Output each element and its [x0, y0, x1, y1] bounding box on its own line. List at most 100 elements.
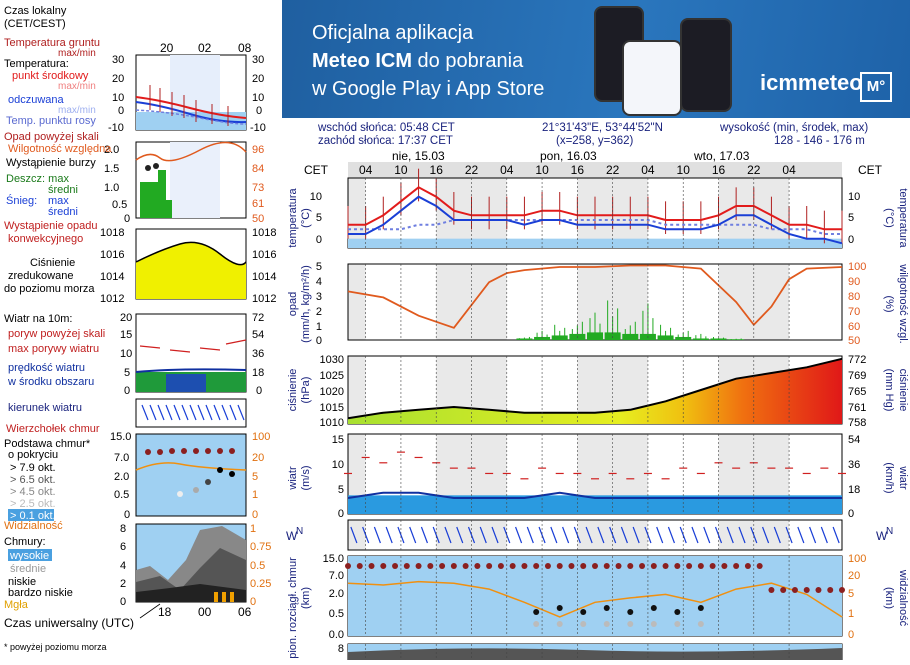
legend-rain-mean: średni: [48, 184, 78, 196]
legend-wind-dir: kierunek wiatru: [8, 402, 82, 414]
hour-label-12: 04: [782, 163, 796, 177]
legend-wind-kmh-18: 18: [252, 367, 264, 379]
legend-base-tick-05: 0.5: [114, 489, 129, 501]
hour-label-6: 16: [571, 163, 585, 177]
legend-press-tick-1014: 1014: [100, 271, 124, 283]
legend-vis-tick-5: 5: [252, 471, 258, 483]
wind-arrow-63: [714, 526, 723, 544]
legend-cloud-base: Podstawa chmur*: [4, 438, 91, 450]
legend-snow: Śnieg:: [6, 194, 37, 207]
legend-wind-tick-20: 20: [120, 312, 132, 324]
legend-ground-maxmin: max/min: [58, 48, 96, 59]
wind-arrow-25: [491, 526, 499, 544]
rain-tick-1: 1: [316, 321, 322, 333]
legend-press-tick-1016: 1016: [100, 249, 124, 261]
wind-kmh-title: wiatr: [897, 465, 909, 490]
low-cloud-dot-56: [674, 609, 681, 615]
wind-arrow-55: [667, 526, 676, 544]
pressure-panel: [347, 357, 843, 424]
mmhg-tick-761: 761: [848, 402, 866, 414]
wind-tick-10: 10: [332, 459, 344, 471]
vis-axis-title: widzialność: [897, 569, 909, 627]
wind-axis-unit: (m/s): [300, 465, 312, 490]
night-band-temp-0: [348, 178, 366, 248]
legend-temp-tick-20: 20: [112, 73, 124, 85]
rain-tick-3: 3: [316, 291, 322, 303]
cloud-base-dot-8: [392, 563, 399, 569]
low-cloud-dot-light-48: [627, 621, 634, 627]
legend-pressure-box: 1018 1016 1014 1012 1018 1016 1014 1012: [100, 227, 276, 305]
cloud-base-dot-0: [345, 563, 351, 569]
wind-arrow-5: [373, 526, 381, 544]
legend-cloud-frac-075: 0.75: [250, 541, 271, 553]
vis-axis-unit: (km): [883, 587, 895, 609]
rain-tick-4: 4: [316, 276, 322, 288]
height-values: 128 - 146 - 176 m: [774, 135, 865, 147]
hour-label-8: 04: [641, 163, 655, 177]
hum-tick-60: 60: [848, 321, 860, 333]
cloud-cover-panel: [348, 644, 842, 660]
cloud-base-dot-82: [827, 587, 834, 593]
temp-tick-10: 10: [310, 191, 322, 203]
temp-axis-title: temperatura: [287, 187, 299, 247]
low-cloud-dot-60: [697, 605, 704, 611]
low-cloud-dot-light-44: [603, 621, 610, 627]
low-cloud-dot-light-40: [580, 621, 587, 627]
press-tick-1030: 1030: [320, 354, 344, 366]
low-cloud-dot-light-60: [697, 621, 704, 627]
cloud-base-dot-24: [486, 563, 493, 569]
phone-image-2: [622, 40, 682, 116]
banner-line2-bold: Meteo ICM: [312, 50, 412, 72]
cloud-base-dot-34: [544, 563, 551, 569]
app-banner[interactable]: Oficjalna aplikacja Meteo ICM do pobrani…: [282, 0, 910, 118]
cloud-base-dots: [345, 563, 845, 627]
rain-mean-bar-8: [657, 335, 674, 340]
dir-n-right: N: [886, 526, 893, 537]
wind-kmh-54: 54: [848, 434, 860, 446]
cloud-base-dot-38: [568, 563, 575, 569]
rain-axis-title: opad: [287, 292, 299, 316]
legend-gust-over: poryw powyżej skali: [8, 328, 105, 340]
low-cloud-dot-48: [627, 609, 634, 615]
temp-tick-0: 0: [316, 234, 322, 246]
wind-tick-15: 15: [332, 434, 344, 446]
legend-maxmin2: max/min: [58, 105, 96, 116]
cloud-base-dot-52: [650, 563, 657, 569]
cloud-base-dot-36: [556, 563, 563, 569]
legend-cloud-frac-025: 0.25: [250, 578, 271, 590]
press-axis-title: ciśnienie: [287, 369, 299, 412]
legend-cloud-frac-0: 0: [250, 596, 256, 608]
coords-text: 21°31'43"E, 53°44'52"N: [542, 122, 663, 134]
cloud-base-dot-6: [380, 563, 387, 569]
legend-wind-kmh-54: 54: [252, 329, 264, 341]
press-tick-1020: 1020: [320, 386, 344, 398]
wind-arrow-33: [538, 526, 546, 544]
legend-okt3: > 4.5 okt.: [10, 486, 56, 498]
phone-image-3: [680, 18, 732, 112]
legend-temp-tick-0: 0: [118, 105, 124, 117]
wind-arrow-65: [726, 526, 734, 544]
wind-arrow-29: [514, 526, 523, 544]
legend-base-tick-2: 2.0: [114, 471, 129, 483]
legend-wind-tick-10: 10: [120, 348, 132, 360]
wind-arrow-37: [562, 526, 570, 544]
base-tick-05: 0.5: [329, 608, 344, 620]
cloud-base-bg: [348, 556, 842, 636]
wind-arrow-7: [385, 526, 393, 544]
legend-wind-kmh-36: 36: [252, 348, 264, 360]
cloud-base-dot-84: [839, 587, 845, 593]
hour-label-2: 16: [430, 163, 444, 177]
legend-rain-box: 2.0 1.5 1.0 0.5 0 96 84 73 61 50: [104, 141, 264, 225]
wind-arrow-27: [503, 526, 511, 544]
low-cloud-dot-52: [650, 605, 657, 611]
legend-press-tick-1018: 1018: [100, 227, 124, 239]
legend-temp-box: 30 20 10 0 -10 30 20 10 0 -10: [108, 54, 266, 134]
legend-panel: Czas lokalny (CET/CEST) 20 02 08 30 20 1…: [0, 0, 282, 660]
temp-below-zero-band: [348, 238, 842, 248]
banner-logo: icmmeteo: [760, 70, 863, 95]
legend-cloud-frac-1: 1: [250, 523, 256, 535]
hour-label-0: 04: [359, 163, 373, 177]
hour-header-bg: [348, 162, 842, 178]
cloud-base-dot-62: [709, 563, 716, 569]
cloud-base-dot-48: [627, 563, 634, 569]
